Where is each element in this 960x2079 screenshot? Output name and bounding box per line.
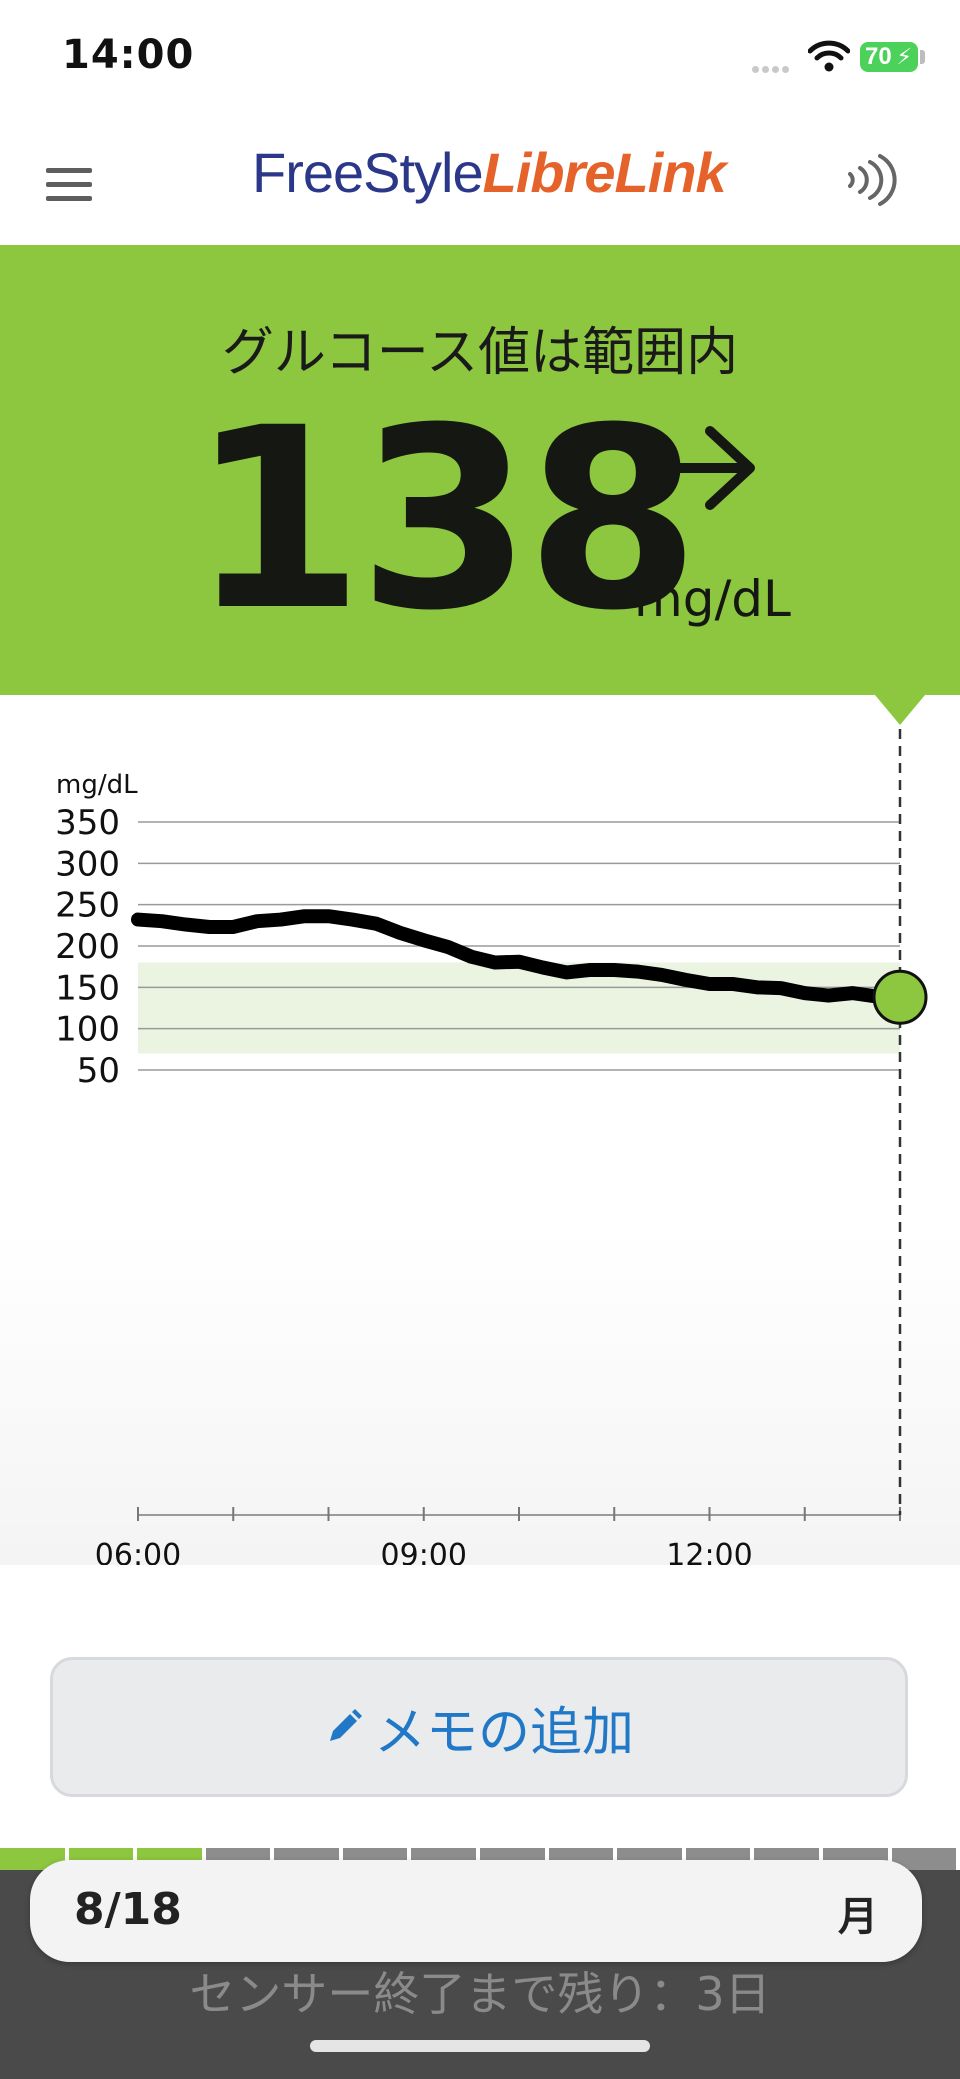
glucose-value: 138	[190, 374, 700, 665]
add-memo-button[interactable]: メモの追加	[50, 1657, 908, 1797]
y-tick-label: 300	[55, 844, 120, 884]
y-axis-unit-label: mg/dL	[56, 770, 138, 800]
y-tick-label: 50	[77, 1051, 120, 1091]
x-tick-label: 06:00	[95, 1538, 181, 1565]
progress-segment	[274, 1848, 343, 1870]
glucose-status-message: グルコース値は範囲内	[221, 323, 739, 383]
status-time: 14:00	[62, 32, 195, 78]
progress-segment	[823, 1848, 892, 1870]
date-label: 8/18	[74, 1884, 182, 1935]
battery-level: 70	[865, 43, 892, 70]
nav-bar: FreeStyleLibreLink	[0, 120, 960, 245]
progress-segment	[549, 1848, 618, 1870]
app-logo: FreeStyleLibreLink	[252, 141, 727, 204]
battery-icon: 70 ⚡	[860, 42, 918, 72]
progress-segment	[892, 1848, 960, 1870]
cellular-signal-icon	[752, 58, 792, 77]
progress-segment	[686, 1848, 755, 1870]
current-glucose-panel: グルコース値は範囲内 138 mg/dL	[0, 245, 960, 695]
current-glucose-point	[872, 969, 928, 1025]
y-tick-label: 100	[55, 1010, 120, 1050]
y-tick-label: 200	[55, 927, 120, 967]
date-bar[interactable]: 8/18 月	[30, 1860, 922, 1962]
menu-icon[interactable]	[46, 168, 94, 208]
y-tick-label: 350	[55, 803, 120, 843]
x-tick-label: 12:00	[666, 1538, 752, 1565]
add-memo-label: メモの追加	[373, 1702, 634, 1763]
sensor-remaining-text: センサー終了まで残り：3日	[189, 1967, 771, 2021]
progress-segment	[206, 1848, 275, 1870]
progress-segment	[480, 1848, 549, 1870]
glucose-unit: mg/dL	[634, 570, 791, 628]
status-bar: 14:00 70 ⚡	[0, 0, 960, 120]
x-tick-label: 09:00	[381, 1538, 467, 1565]
weekday-label: 月	[838, 1894, 878, 1940]
nfc-scan-icon[interactable]	[840, 150, 900, 210]
glucose-trend-line	[131, 909, 907, 1005]
wifi-icon	[808, 40, 850, 72]
y-tick-label: 150	[55, 968, 120, 1008]
progress-segment	[343, 1848, 412, 1870]
target-range-band	[138, 962, 900, 1054]
current-time-pointer	[875, 695, 925, 725]
progress-segment	[617, 1848, 686, 1870]
trend-arrow-right-icon	[643, 426, 755, 510]
glucose-chart: mg/dL 350 300 250 200 150 100 50 06:00 09:00 12:00	[0, 725, 960, 1565]
y-tick-label: 250	[55, 886, 120, 926]
progress-segment	[411, 1848, 481, 1870]
progress-segment	[754, 1848, 823, 1870]
home-indicator[interactable]	[310, 2040, 650, 2052]
pencil-icon	[329, 1709, 362, 1741]
